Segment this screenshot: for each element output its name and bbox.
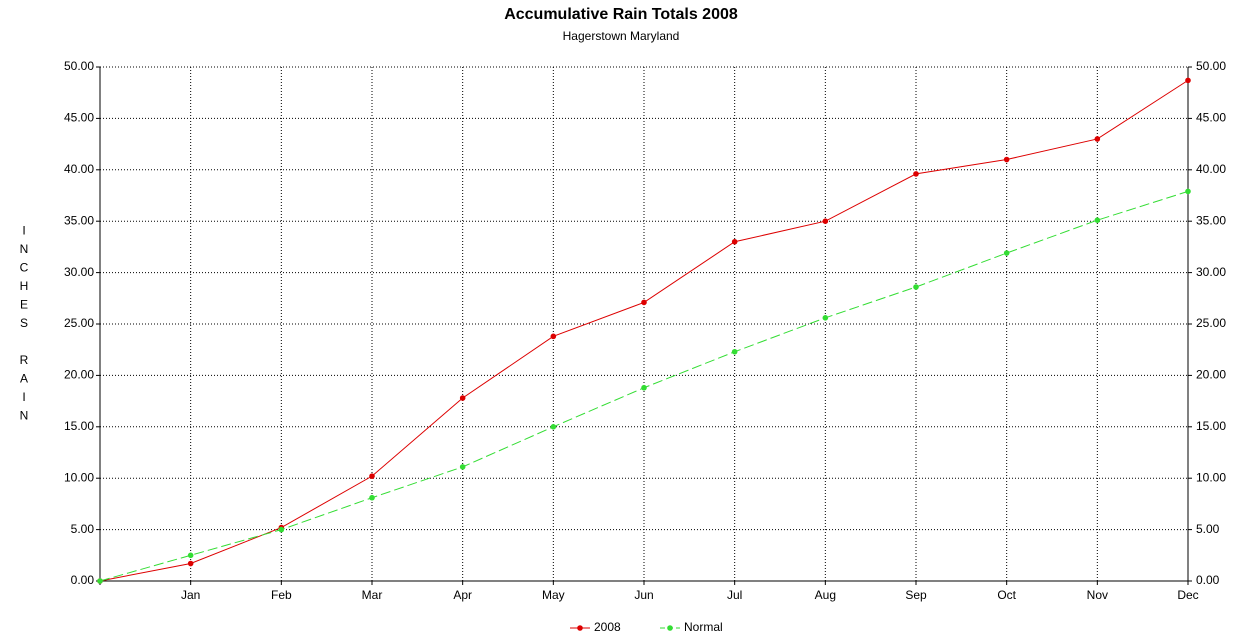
x-tick-label: Dec [1177,588,1198,602]
x-tick-label: Nov [1087,588,1108,602]
x-tick-label: May [542,588,565,602]
data-point [459,464,466,470]
y2-tick-label: 25.00 [1196,316,1226,330]
data-point [187,552,194,559]
data-point [1094,217,1101,223]
y2-tick-label: 0.00 [1196,573,1220,587]
data-point [1094,136,1101,142]
data-point [1003,250,1010,256]
data-point [459,395,466,401]
legend-label: 2008 [594,620,621,634]
data-point [369,494,375,501]
y-tick-label: 10.00 [64,470,94,484]
data-point [641,384,647,391]
x-tick-label: Aug [815,588,836,602]
x-tick-label: Jun [634,588,653,602]
data-point [187,560,194,567]
y2-tick-label: 50.00 [1196,59,1226,73]
data-point [278,526,285,533]
legend-marker [577,625,583,631]
y2-tick-label: 5.00 [1196,522,1220,536]
y-tick-label: 20.00 [64,368,94,382]
y-tick-label: 40.00 [64,162,94,176]
y-tick-label: 5.00 [71,522,95,536]
data-point [731,238,738,245]
data-point [550,333,557,340]
x-tick-label: Jan [181,588,200,602]
y-axis-label: INCHES RAIN [17,223,31,427]
y2-tick-label: 30.00 [1196,265,1226,279]
y-tick-label: 45.00 [64,111,94,125]
data-point [913,171,919,177]
x-tick-label: Apr [453,588,472,602]
x-tick-label: Feb [271,588,292,602]
y2-tick-label: 10.00 [1196,470,1226,484]
data-point [641,299,647,306]
data-point [97,578,103,584]
y-tick-label: 25.00 [64,316,94,330]
data-point [822,315,829,321]
y-tick-label: 35.00 [64,213,94,227]
x-tick-label: Mar [362,588,383,602]
x-tick-label: Oct [997,588,1016,602]
legend-label: Normal [684,620,723,634]
data-point [1185,188,1191,195]
y2-tick-label: 35.00 [1196,213,1226,227]
chart-title: Accumulative Rain Totals 2008 [504,6,738,23]
y2-tick-label: 15.00 [1196,419,1226,433]
data-point [822,218,829,224]
y-tick-label: 15.00 [64,419,94,433]
y-tick-label: 30.00 [64,265,94,279]
x-tick-label: Sep [905,588,927,602]
y2-tick-label: 20.00 [1196,368,1226,382]
data-point [550,424,557,430]
data-point [369,473,375,479]
data-point [1003,156,1010,163]
x-tick-label: Jul [727,588,742,602]
y2-tick-label: 40.00 [1196,162,1226,176]
chart-subtitle: Hagerstown Maryland [563,29,680,43]
y2-tick-label: 45.00 [1196,111,1226,125]
data-point [1185,77,1191,84]
legend-marker [667,625,673,631]
data-point [913,284,919,290]
data-point [731,348,738,355]
y-tick-label: 50.00 [64,59,94,73]
y-tick-label: 0.00 [71,573,95,587]
